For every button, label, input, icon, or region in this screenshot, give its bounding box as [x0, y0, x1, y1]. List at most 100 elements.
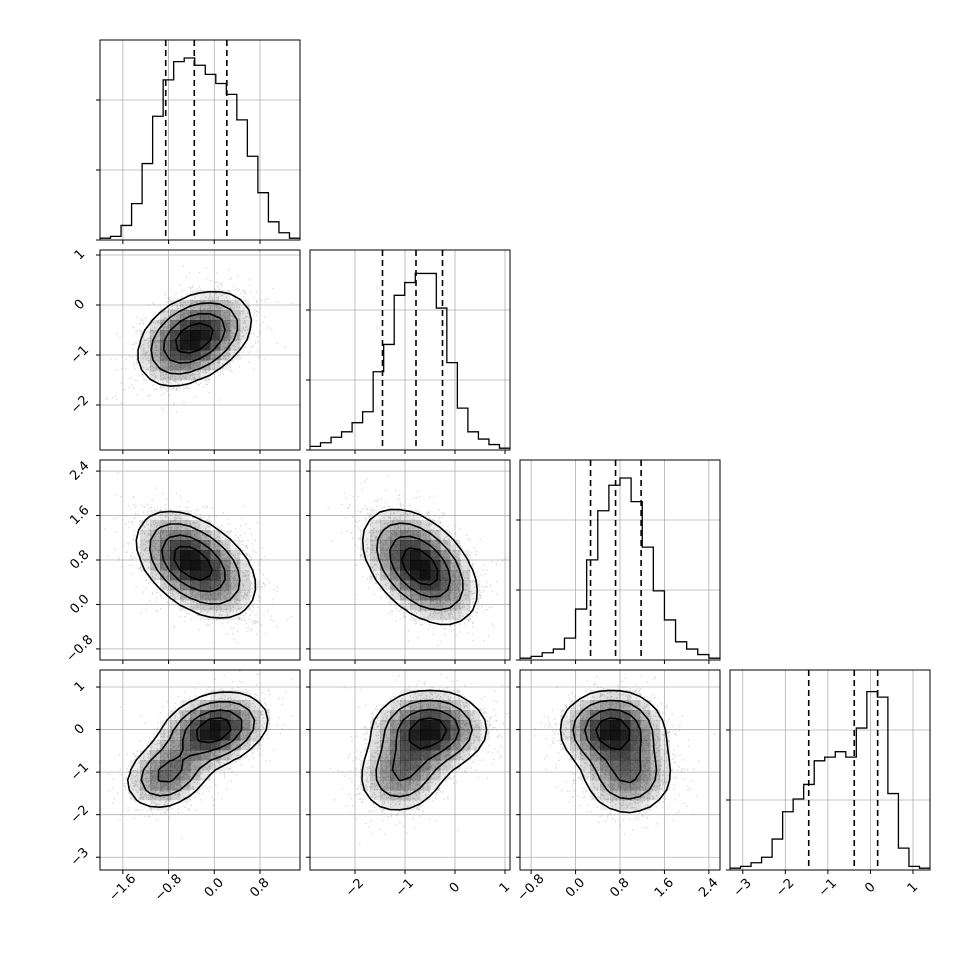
density-cell [190, 780, 201, 791]
density-cell [650, 780, 661, 791]
density-cell [370, 750, 381, 761]
density-cell [420, 550, 431, 561]
density-cell [590, 730, 601, 741]
density-cell [210, 320, 221, 331]
density-cell [220, 590, 231, 601]
density-cell [170, 360, 181, 371]
density-cell [220, 700, 231, 711]
density-cell [220, 560, 231, 571]
density-cell [130, 780, 141, 791]
density-cell [180, 300, 191, 311]
density-panel-3-2 [516, 669, 721, 874]
density-cell [190, 710, 201, 721]
density-cell [600, 790, 611, 801]
density-cell [190, 550, 201, 561]
contour-line [175, 322, 214, 354]
density-cell [140, 350, 151, 361]
density-cell [170, 540, 181, 551]
x-tick-label: 0.0 [202, 875, 227, 900]
density-cell [610, 700, 621, 711]
density-cell [410, 790, 421, 801]
density-cell [420, 520, 431, 531]
density-cell [230, 720, 241, 731]
density-cell [450, 610, 461, 621]
density-cell [470, 710, 481, 721]
density-cell [460, 730, 471, 741]
density-cell [400, 750, 411, 761]
density-cell [180, 730, 191, 741]
density-cell [400, 760, 411, 771]
density-cell [190, 350, 201, 361]
hist-frame-1 [309, 249, 511, 451]
density-cell [620, 750, 631, 761]
density-cell [610, 730, 621, 741]
density-cell [150, 780, 161, 791]
density-cell [180, 360, 191, 371]
density-cell [640, 700, 651, 711]
density-cell [370, 540, 381, 551]
density-cell [160, 800, 171, 811]
density-cell [220, 600, 231, 611]
density-cell [620, 700, 631, 711]
contour-line [162, 312, 226, 364]
density-cell [170, 750, 181, 761]
density-panel-2-0 [96, 459, 301, 664]
density-cell [410, 540, 421, 551]
density-cell [420, 570, 431, 581]
density-cell [370, 760, 381, 771]
density-cell [390, 570, 401, 581]
density-cell [200, 290, 211, 301]
density-cell [210, 590, 221, 601]
density-cell [440, 580, 451, 591]
density-cell [600, 780, 611, 791]
density-cell [160, 340, 171, 351]
y-tick-label: −2 [68, 803, 92, 827]
density-cell [630, 750, 641, 761]
density-cell [580, 740, 591, 751]
density-cell [160, 770, 171, 781]
density-cell [450, 540, 461, 551]
contour-line [361, 508, 478, 626]
density-cell [570, 720, 581, 731]
density-cell [620, 760, 631, 771]
density-cell [380, 520, 391, 531]
density-cell [140, 360, 151, 371]
density-cell [200, 750, 211, 761]
density-cell [230, 700, 241, 711]
hist-panel-1 [306, 249, 511, 454]
density-cell [250, 700, 261, 711]
density-cell [180, 350, 191, 361]
density-cell [400, 690, 411, 701]
contour-line [389, 535, 452, 598]
density-cell [430, 730, 441, 741]
density-cell [210, 750, 221, 761]
density-cell [620, 770, 631, 781]
density-cell [230, 580, 241, 591]
density-cell [200, 740, 211, 751]
density-cell [380, 730, 391, 741]
density-cell [190, 360, 201, 371]
density-cell [130, 760, 141, 771]
density-cell [160, 320, 171, 331]
density-cell [140, 530, 151, 541]
y-tick-label: 0 [72, 297, 88, 313]
density-cell [360, 530, 371, 541]
density-cell [590, 790, 601, 801]
density-cell [170, 780, 181, 791]
density-cell [420, 710, 431, 721]
density-cell [430, 700, 441, 711]
density-cell [230, 570, 241, 581]
density-cell [150, 360, 161, 371]
density-cell [220, 610, 231, 621]
density-cell [570, 750, 581, 761]
density-cell [190, 590, 201, 601]
density-cell [170, 530, 181, 541]
density-cell [410, 590, 421, 601]
density-cell [420, 780, 431, 791]
density-cell [420, 540, 431, 551]
density-cell [160, 570, 171, 581]
density-cell [650, 720, 661, 731]
density-cell [140, 770, 151, 781]
density-cell [210, 710, 221, 721]
density-cell [200, 600, 211, 611]
